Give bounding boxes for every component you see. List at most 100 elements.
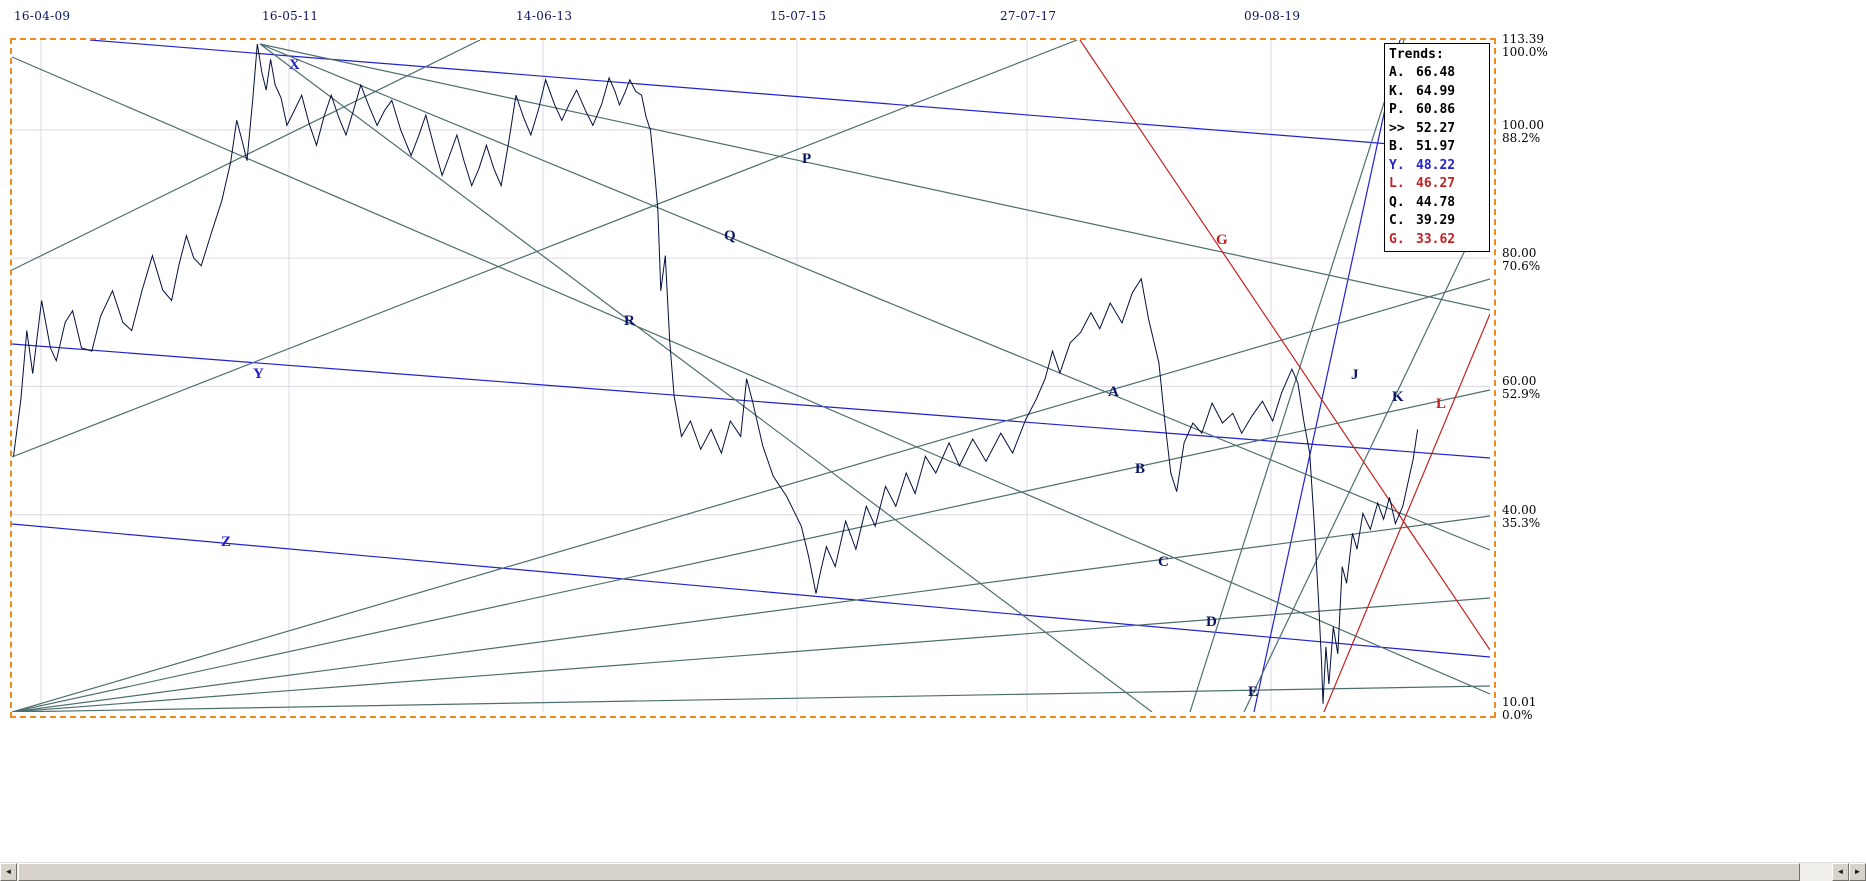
percent-value-label: 88.2% xyxy=(1502,130,1541,145)
trend-line-X xyxy=(89,40,1490,153)
trend-value: 64.99 xyxy=(1416,83,1456,99)
price-value-label: 100.00 xyxy=(1502,117,1544,132)
left-arrow-icon: ◄ xyxy=(4,867,13,876)
trend-value: 51.97 xyxy=(1416,139,1456,154)
trend-line-J xyxy=(1189,40,1405,712)
trend-legend-item-B: B. 51.97 xyxy=(1389,138,1485,157)
trend-line-G xyxy=(1079,40,1490,651)
trend-line-Q xyxy=(259,43,1490,551)
scrollbar-thumb[interactable] xyxy=(18,863,1800,881)
chart-letter-E: E xyxy=(1248,684,1258,700)
chart-canvas: X P Q R Y Z A B C D E G J K L xyxy=(12,40,1490,712)
price-axis: 113.39 100.0% 100.00 88.2% 80.00 70.6% 60.00 52… xyxy=(1502,0,1566,880)
trend-legend-item-K: K. 64.99 xyxy=(1389,83,1485,102)
trends-legend: Trends: A. 66.48 K. 64.99 P. 60.86 >> 52.27 B. 51… xyxy=(1384,43,1490,252)
date-label: 15-07-15 xyxy=(770,9,827,23)
trend-line-C xyxy=(12,515,1490,712)
trends-legend-items: A. 66.48 K. 64.99 P. 60.86 >> 52.27 B. 51.97 Y. 48.… xyxy=(1389,64,1485,249)
trend-value: 60.86 xyxy=(1416,102,1456,117)
date-label: 16-05-11 xyxy=(262,9,319,23)
price-series-line xyxy=(13,43,1419,704)
trend-value: 39.29 xyxy=(1416,213,1456,228)
price-axis-label: 80.00 70.6% xyxy=(1502,247,1540,273)
trend-key: Y. xyxy=(1389,157,1405,173)
price-axis-label: 113.39 100.0% xyxy=(1502,33,1548,59)
trend-line-down-long xyxy=(12,56,1490,695)
date-label: 27-07-17 xyxy=(1000,9,1057,23)
date-label: 09-08-19 xyxy=(1244,9,1301,23)
trend-key: P. xyxy=(1389,102,1405,117)
trend-legend-item-: >> 52.27 xyxy=(1389,120,1485,139)
trend-value: 52.27 xyxy=(1416,120,1456,136)
chart-letter-Y: Y xyxy=(253,366,264,382)
percent-value-label: 0.0% xyxy=(1502,708,1533,722)
trend-key: >> xyxy=(1389,120,1405,136)
trend-line-P xyxy=(259,43,1490,311)
chart-letter-D: D xyxy=(1206,614,1217,630)
trend-value: 44.78 xyxy=(1416,194,1456,210)
date-label: 16-04-09 xyxy=(14,9,71,23)
right-arrow-icon: ► xyxy=(1853,867,1862,876)
chart-letter-C: C xyxy=(1158,554,1169,570)
trends-legend-title: Trends: xyxy=(1389,47,1444,62)
price-value-label: 60.00 xyxy=(1502,374,1537,389)
trend-line-Y xyxy=(12,343,1490,459)
percent-value-label: 35.3% xyxy=(1502,515,1541,530)
trend-key: A. xyxy=(1389,65,1405,80)
chart-letter-Z: Z xyxy=(221,534,231,550)
trend-line-Z xyxy=(12,523,1490,658)
trend-legend-item-Q: Q. 44.78 xyxy=(1389,194,1485,213)
trend-key: G. xyxy=(1389,231,1405,247)
chart-letter-K: K xyxy=(1392,389,1404,405)
trend-line-E xyxy=(12,685,1490,712)
scroll-page-left-button[interactable]: ◄ xyxy=(1832,863,1849,881)
price-axis-label: 10.01 0.0% xyxy=(1502,696,1536,722)
date-label: 14-06-13 xyxy=(516,9,573,23)
price-axis-label: 100.00 88.2% xyxy=(1502,117,1544,145)
trend-line-K xyxy=(1243,197,1490,712)
price-axis-label: 60.00 52.9% xyxy=(1502,375,1540,401)
chart-letter-G: G xyxy=(1216,232,1228,248)
trend-key: L. xyxy=(1389,176,1405,191)
scroll-right-button[interactable]: ► xyxy=(1849,863,1866,881)
trend-value: 48.22 xyxy=(1416,157,1456,173)
trend-line-D xyxy=(12,597,1490,712)
left-arrow-icon: ◄ xyxy=(1836,867,1845,876)
price-value-label: 113.39 xyxy=(1502,32,1544,46)
price-value-label: 10.01 xyxy=(1502,695,1537,709)
chart-letter-J: J xyxy=(1351,367,1359,383)
trend-line-steep-blue xyxy=(1253,40,1401,712)
horizontal-scrollbar[interactable]: ◄ ◄ ► xyxy=(0,862,1866,881)
trend-legend-item-Y: Y. 48.22 xyxy=(1389,157,1485,176)
trend-legend-item-L: L. 46.27 xyxy=(1389,175,1485,194)
trend-legend-item-C: C. 39.29 xyxy=(1389,212,1485,231)
trend-line-A xyxy=(12,278,1490,712)
chart-letter-P: P xyxy=(802,151,811,167)
trend-line-up-mid xyxy=(12,40,1078,458)
trend-key: K. xyxy=(1389,83,1405,99)
trend-key: Q. xyxy=(1389,194,1405,210)
trend-key: B. xyxy=(1389,139,1405,154)
price-value-label: 40.00 xyxy=(1502,502,1537,517)
percent-value-label: 70.6% xyxy=(1502,259,1541,274)
trend-value: 46.27 xyxy=(1416,176,1456,191)
scroll-left-button[interactable]: ◄ xyxy=(0,863,17,881)
trend-value: 33.62 xyxy=(1416,231,1456,247)
trend-line-R xyxy=(259,43,1153,712)
trend-line-B xyxy=(12,389,1490,712)
chart-letter-R: R xyxy=(624,313,635,329)
trend-legend-item-G: G. 33.62 xyxy=(1389,231,1485,250)
trend-value: 66.48 xyxy=(1416,65,1456,80)
chart-area[interactable]: X P Q R Y Z A B C D E G J K L Trends: A. 66.48 K. 64.99 P.… xyxy=(10,38,1496,718)
chart-letter-B: B xyxy=(1135,461,1145,477)
chart-letter-A: A xyxy=(1108,384,1119,400)
date-axis: 16-04-09 16-05-11 14-06-13 15-07-15 27-07-17… xyxy=(0,0,1560,36)
trend-legend-item-P: P. 60.86 xyxy=(1389,101,1485,120)
chart-letter-L: L xyxy=(1436,396,1446,412)
percent-value-label: 100.0% xyxy=(1502,45,1548,59)
price-axis-label: 40.00 35.3% xyxy=(1502,502,1541,530)
trend-line-L xyxy=(1323,313,1490,712)
chart-letter-X: X xyxy=(289,57,300,73)
trend-legend-item-A: A. 66.48 xyxy=(1389,64,1485,83)
price-value-label: 80.00 xyxy=(1502,246,1537,261)
